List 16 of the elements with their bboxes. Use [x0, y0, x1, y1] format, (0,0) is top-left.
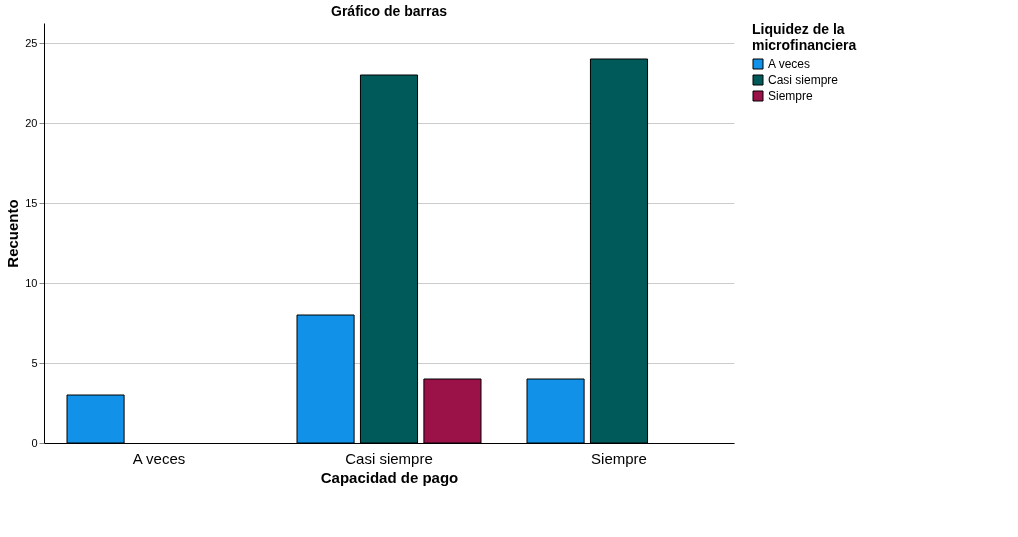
legend-label: A veces [768, 57, 811, 71]
y-tick-label: 5 [31, 356, 38, 369]
x-tick-label: Casi siempre [345, 449, 433, 467]
y-tick-label: 10 [25, 276, 38, 289]
y-tick-label: 20 [25, 116, 38, 129]
y-tick-label: 25 [25, 36, 38, 49]
y-tick-label: 0 [31, 436, 38, 449]
legend-label: Casi siempre [768, 73, 839, 87]
y-axis-title: Recuento [4, 199, 22, 268]
x-tick-label: Siempre [591, 449, 647, 467]
y-tick-label: 15 [25, 196, 38, 209]
x-tick-label: A veces [132, 449, 186, 467]
x-axis-title: Capacidad de pago [320, 468, 459, 486]
chart-title: Gráfico de barras [331, 3, 448, 19]
legend-title: Liquidez de la microfinanciera [752, 21, 857, 53]
legend-label: Siempre [768, 89, 814, 103]
